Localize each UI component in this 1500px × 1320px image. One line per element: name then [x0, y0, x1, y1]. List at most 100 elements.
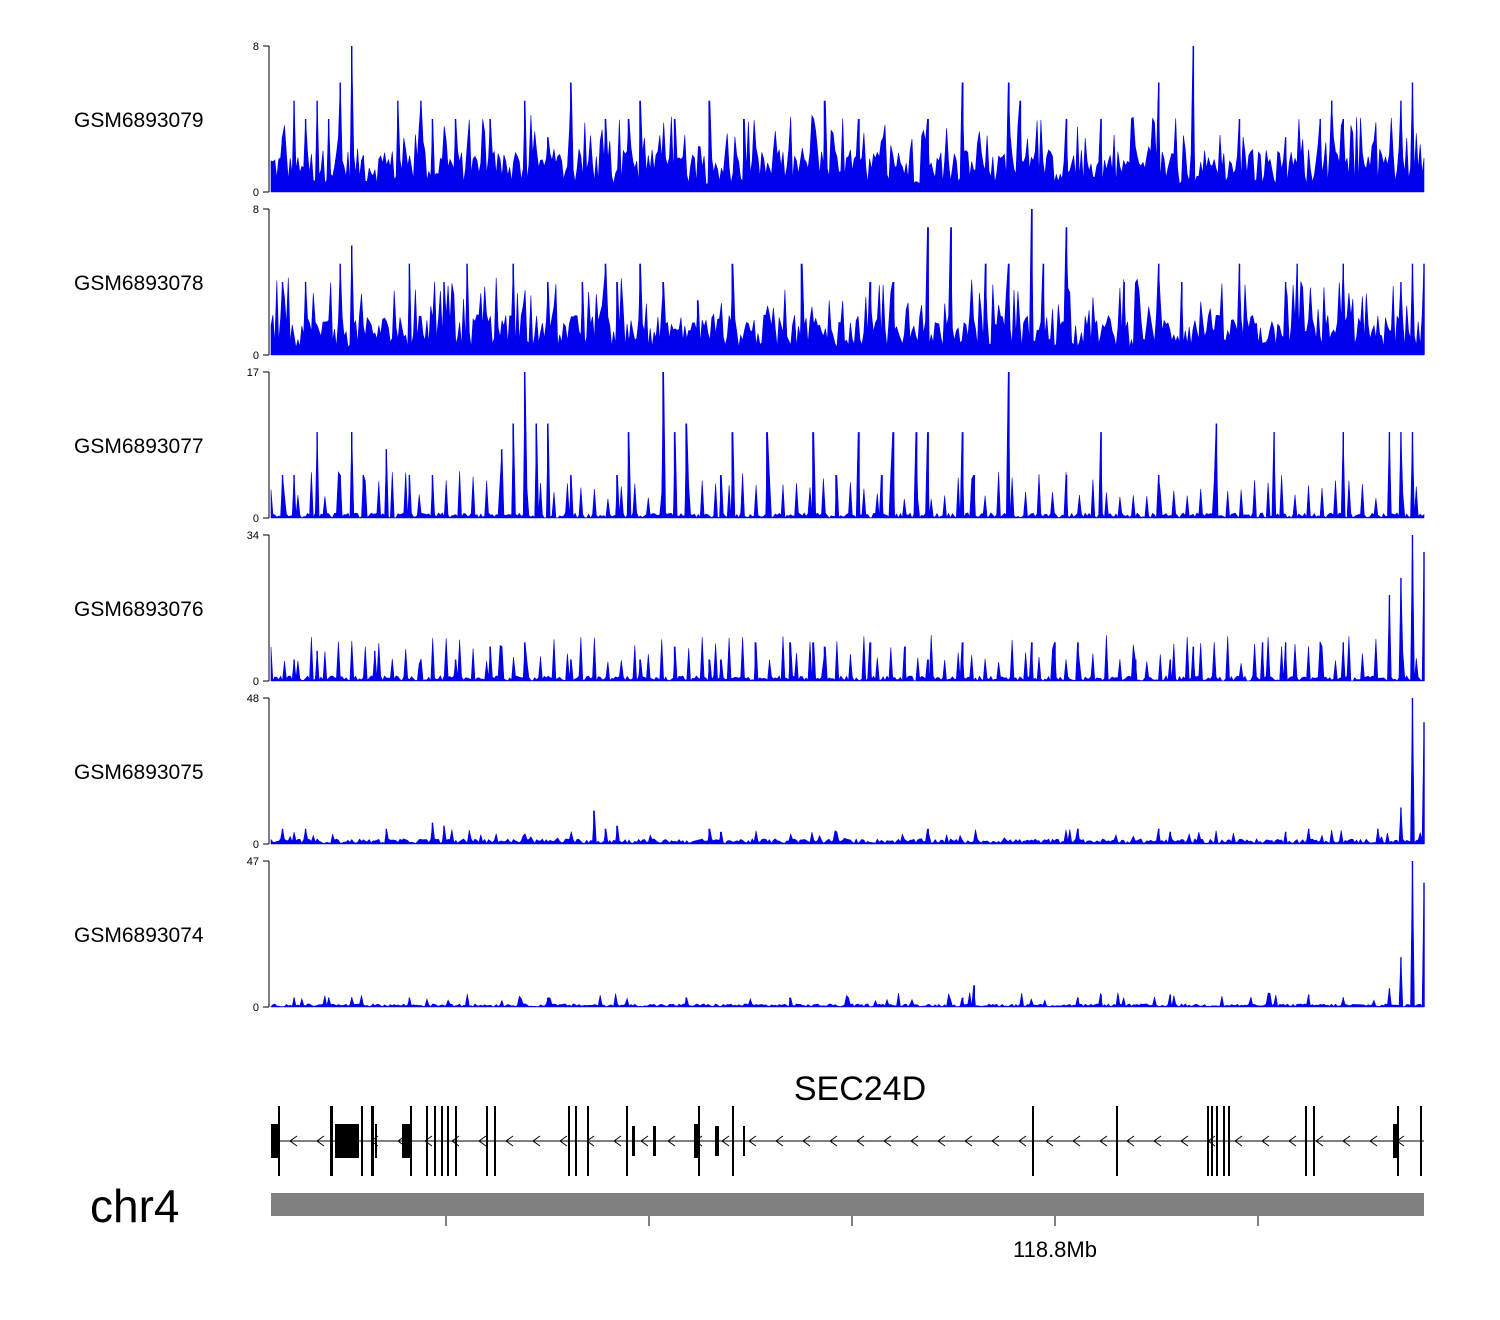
exon: [447, 1106, 449, 1176]
exon: [698, 1106, 700, 1176]
strand-arrow: [1288, 1135, 1297, 1147]
ideogram-bar: [271, 1193, 1424, 1216]
y-tick-label: 0: [253, 839, 259, 851]
y-tick-label: 0: [253, 513, 259, 525]
strand-arrow: [991, 1135, 1000, 1147]
strand-arrow: [1072, 1135, 1081, 1147]
strand-arrow: [721, 1135, 730, 1147]
exon: [1397, 1106, 1399, 1176]
exon: [626, 1106, 628, 1176]
exon: [653, 1126, 656, 1156]
x-tick-label: 118.8Mb: [1013, 1237, 1097, 1262]
track-GSM6893077: GSM6893077 17 0: [74, 367, 1425, 525]
strand-arrow: [316, 1135, 325, 1147]
exon: [568, 1106, 570, 1176]
y-tick-label: 17: [247, 367, 259, 379]
exon: [1228, 1106, 1230, 1176]
strand-arrow: [613, 1135, 622, 1147]
exon: [1116, 1106, 1118, 1176]
y-tick-label: 0: [253, 187, 259, 199]
exon: [486, 1106, 488, 1176]
exon: [1032, 1106, 1034, 1176]
strand-arrow: [559, 1135, 568, 1147]
strand-arrow: [775, 1135, 784, 1147]
coverage-area: [270, 45, 1425, 193]
strand-arrow: [1099, 1135, 1108, 1147]
strand-arrow: [478, 1135, 487, 1147]
coverage-tracks: GSM689307980GSM689307880GSM6893077170GSM…: [74, 41, 1425, 1014]
exon: [1313, 1106, 1315, 1176]
exon: [441, 1106, 443, 1176]
exon: [587, 1106, 589, 1176]
exon: [1207, 1106, 1209, 1176]
coverage-area: [270, 860, 1425, 1008]
strand-arrow: [964, 1135, 973, 1147]
track-label: GSM6893077: [74, 435, 204, 458]
y-tick-label: 0: [253, 1002, 259, 1014]
exon: [271, 1124, 280, 1158]
exon: [278, 1106, 280, 1176]
exon: [1420, 1106, 1422, 1176]
exon: [494, 1106, 496, 1176]
gene-track: SEC24D: [271, 1070, 1424, 1176]
exon: [371, 1106, 374, 1176]
exon: [1305, 1106, 1307, 1176]
x-axis: 118.8Mb: [445, 1216, 1259, 1262]
strand-arrow: [1045, 1135, 1054, 1147]
strand-arrow: [1153, 1135, 1162, 1147]
y-tick-label: 8: [253, 204, 259, 216]
y-tick-label: 47: [247, 856, 259, 868]
strand-arrow: [1180, 1135, 1189, 1147]
strand-arrow: [910, 1135, 919, 1147]
exon: [732, 1106, 734, 1176]
exon: [743, 1126, 745, 1156]
track-label: GSM6893075: [74, 761, 204, 784]
y-tick-label: 34: [247, 530, 259, 542]
chromosome-label: chr4: [90, 1180, 179, 1232]
exon: [434, 1106, 436, 1176]
track-GSM6893079: GSM6893079 8 0: [74, 41, 1425, 199]
exon: [402, 1124, 410, 1158]
y-tick-label: 0: [253, 676, 259, 688]
strand-arrow: [1369, 1135, 1378, 1147]
exon: [1211, 1106, 1213, 1176]
y-tick-label: 8: [253, 41, 259, 53]
strand-arrow: [883, 1135, 892, 1147]
strand-arrow: [856, 1135, 865, 1147]
gene-model: [271, 1106, 1424, 1176]
coverage-area: [270, 371, 1425, 519]
exon: [1223, 1106, 1225, 1176]
y-tick-label: 48: [247, 693, 259, 705]
strand-arrow: [667, 1135, 676, 1147]
strand-arrow: [505, 1135, 514, 1147]
strand-arrow: [748, 1135, 757, 1147]
strand-arrow: [289, 1135, 298, 1147]
strand-arrow: [1234, 1135, 1243, 1147]
track-label: GSM6893078: [74, 272, 204, 295]
track-label: GSM6893079: [74, 109, 204, 132]
exon: [575, 1106, 577, 1176]
exon: [632, 1126, 635, 1156]
strand-arrow: [1126, 1135, 1135, 1147]
strand-arrow: [1342, 1135, 1351, 1147]
chromosome-ideogram: chr4 118.8Mb: [90, 1180, 1424, 1262]
exon: [330, 1106, 333, 1176]
track-GSM6893074: GSM6893074 47 0: [74, 856, 1425, 1014]
strand-arrow: [532, 1135, 541, 1147]
exon: [694, 1124, 699, 1158]
track-GSM6893078: GSM6893078 8 0: [74, 204, 1425, 362]
strand-arrow: [937, 1135, 946, 1147]
exon: [1216, 1106, 1218, 1176]
gene-label: SEC24D: [794, 1070, 926, 1108]
strand-arrow: [640, 1135, 649, 1147]
strand-arrow: [802, 1135, 811, 1147]
strand-arrow: [1261, 1135, 1270, 1147]
strand-arrow: [829, 1135, 838, 1147]
track-label: GSM6893074: [74, 924, 204, 947]
exon: [455, 1106, 457, 1176]
strand-arrow: [1018, 1135, 1027, 1147]
track-GSM6893076: GSM6893076 34 0: [74, 530, 1425, 688]
track-label: GSM6893076: [74, 598, 204, 621]
exon: [335, 1124, 359, 1158]
